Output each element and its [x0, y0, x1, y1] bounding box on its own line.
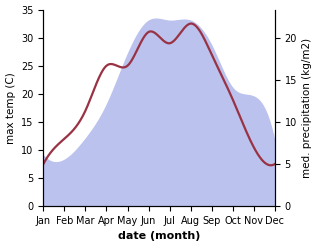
- X-axis label: date (month): date (month): [118, 231, 200, 242]
- Y-axis label: med. precipitation (kg/m2): med. precipitation (kg/m2): [302, 38, 313, 178]
- Y-axis label: max temp (C): max temp (C): [5, 72, 16, 144]
